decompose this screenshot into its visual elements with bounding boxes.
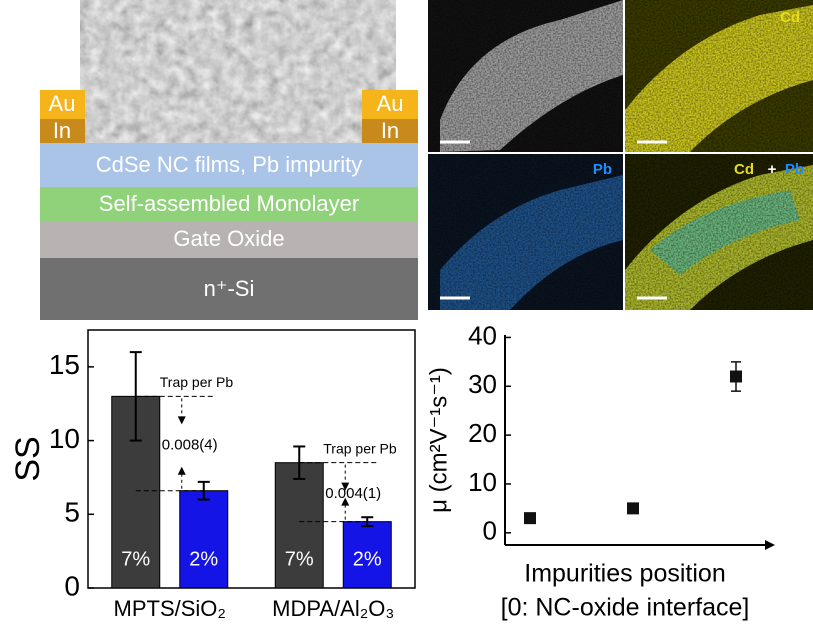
grain bbox=[625, 154, 813, 310]
annotation: Trap per Pb bbox=[160, 374, 234, 390]
grain bbox=[625, 0, 813, 152]
layer-oxide bbox=[40, 222, 418, 258]
bar bbox=[274, 462, 324, 589]
y-tick-label: 20 bbox=[468, 418, 497, 448]
tem-image bbox=[80, 0, 396, 145]
contact-label: In bbox=[381, 118, 399, 143]
y-tick-label: 40 bbox=[468, 320, 497, 350]
arrow bbox=[177, 416, 186, 425]
y-tick-label: 10 bbox=[468, 467, 497, 497]
y-tick-label: 0 bbox=[64, 570, 80, 601]
point bbox=[524, 512, 536, 525]
plot-frame bbox=[87, 329, 416, 589]
contact-in bbox=[40, 119, 85, 143]
layer-label: n⁺-Si bbox=[204, 276, 255, 301]
layer-cdse bbox=[40, 143, 418, 187]
y-tick-label: 30 bbox=[468, 369, 497, 399]
layer-sam bbox=[40, 187, 418, 222]
y-axis-label: SS bbox=[9, 436, 47, 481]
y-tick-label: 15 bbox=[49, 349, 80, 380]
layer-si bbox=[40, 258, 418, 320]
point bbox=[730, 370, 742, 383]
eds-label: Cd bbox=[780, 9, 800, 26]
x-tick-label: MPTS/SiO₂ bbox=[114, 596, 226, 621]
grain bbox=[428, 0, 623, 152]
bar-inner-label: 2% bbox=[353, 548, 382, 570]
eds-label: + bbox=[768, 161, 777, 178]
x-axis-label: [0: NC-oxide interface] bbox=[501, 594, 750, 622]
contact-au bbox=[40, 90, 85, 119]
x-axis-label: Impurities position bbox=[524, 560, 725, 588]
y-tick-label: 5 bbox=[64, 497, 80, 528]
layer-label: CdSe NC films, Pb impurity bbox=[96, 152, 363, 177]
eds-label: Pb bbox=[785, 161, 804, 178]
contact-in bbox=[362, 119, 418, 143]
layer-label: Self-assembled Monolayer bbox=[99, 191, 359, 216]
contact-label: Au bbox=[377, 91, 404, 116]
eds-label: Cd bbox=[734, 161, 754, 178]
bar bbox=[342, 521, 392, 589]
annotation: Trap per Pb bbox=[323, 440, 397, 456]
point bbox=[627, 502, 639, 515]
bar-inner-label: 2% bbox=[189, 548, 218, 570]
contact-au bbox=[362, 90, 418, 119]
annotation: 0.008(4) bbox=[162, 436, 218, 453]
eds-label: Pb bbox=[593, 161, 612, 178]
x-tick-label: MDPA/Al₂O₃ bbox=[272, 596, 394, 621]
annotation: 0.004(1) bbox=[325, 485, 381, 502]
y-axis-label: μ (cm²V⁻¹s⁻¹) bbox=[425, 367, 452, 513]
arrow bbox=[177, 466, 186, 475]
y-tick-label: 0 bbox=[483, 516, 497, 546]
bar-inner-label: 7% bbox=[285, 548, 314, 570]
grain bbox=[428, 154, 623, 310]
axis-arrow bbox=[765, 540, 775, 550]
contact-label: Au bbox=[49, 91, 76, 116]
layer-label: Gate Oxide bbox=[173, 226, 284, 251]
bar bbox=[179, 490, 229, 589]
arrow bbox=[341, 497, 350, 506]
arrow bbox=[341, 482, 350, 491]
contact-label: In bbox=[53, 118, 71, 143]
bar-inner-label: 7% bbox=[121, 548, 150, 570]
y-tick-label: 10 bbox=[49, 423, 80, 454]
